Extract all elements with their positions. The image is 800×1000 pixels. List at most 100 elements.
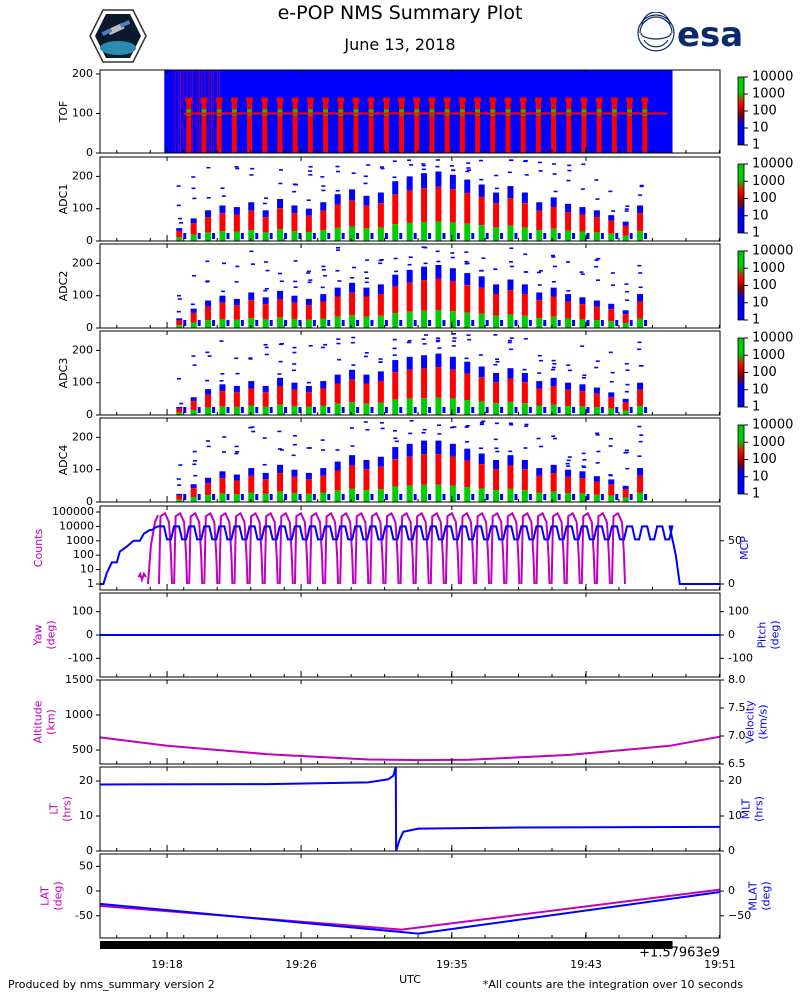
adc3-bar-cap [536, 381, 543, 389]
adc2-bar-body [579, 304, 586, 320]
mcp-ylabel-line: MCP [738, 536, 751, 560]
tof-band-upper [398, 97, 406, 102]
adc1-bar-cap [406, 176, 413, 191]
adc2-bar-base [406, 311, 413, 328]
adc1-bar-base [363, 228, 370, 241]
adc3-bar-base [233, 406, 240, 415]
adc4-low-fleck [384, 494, 388, 500]
adc3-fleck [566, 364, 571, 367]
adc1-bar-cap [449, 174, 456, 190]
adc4-bar-base [449, 485, 456, 502]
adc3-bar-cap [377, 371, 384, 381]
adc1-fleck [538, 170, 543, 172]
adc2-fleck [566, 290, 571, 292]
adc3-bar-cap [277, 377, 284, 387]
colorbar-label: 100 [752, 191, 777, 206]
adc2-fleck [176, 310, 181, 313]
adc3-fleck [551, 366, 556, 369]
adc2-fleck [610, 272, 615, 274]
adc3-bar-base [622, 410, 629, 415]
adc4-bar-base [377, 489, 384, 502]
counts-pulse [369, 511, 385, 585]
adc4-fleck [394, 440, 399, 443]
footer-version-note: Produced by nms_summary version 2 [8, 978, 215, 991]
adc3-bar-base [277, 404, 284, 415]
adc2-fleck [265, 269, 270, 272]
adc2-bar-body [435, 278, 442, 311]
adc1-bar-cap [377, 192, 384, 204]
adc2-fleck [638, 272, 643, 274]
adc1-bar-base [579, 231, 586, 241]
adc2-bar-cap [233, 298, 240, 306]
adc3-bar-body [507, 378, 514, 402]
adc1-bar-body [248, 210, 255, 231]
adc2-bar-base [320, 318, 327, 328]
adc2-low-fleck [269, 320, 273, 326]
tof-band-upper [230, 97, 238, 102]
adc3-bar-body [277, 386, 284, 405]
adc4-fleck [437, 433, 442, 435]
adc4-low-fleck [514, 494, 518, 500]
adc1-bar-cap [320, 202, 327, 211]
adc4-bar-body [622, 489, 629, 498]
adc4-fleck [623, 451, 628, 454]
y-tick-label: 0 [86, 321, 93, 334]
adc2-bar-cap [449, 268, 456, 282]
adc4-bar-base [248, 492, 255, 502]
adc1-low-fleck [629, 233, 633, 239]
tof-burst [627, 97, 633, 153]
adc2-bar-base [248, 318, 255, 328]
adc2-fleck [335, 249, 340, 251]
adc2-low-fleck [500, 320, 504, 326]
mlat-ylabel-line: (deg) [760, 881, 773, 910]
adc2-bar-cap [205, 300, 212, 307]
adc3-fleck [177, 378, 182, 380]
page-title: e-POP NMS Summary Plot [277, 2, 523, 24]
adc3-bar-body [349, 379, 356, 403]
adc1-bar-base [565, 230, 572, 241]
adc1-fleck [221, 195, 226, 197]
adc4-fleck [481, 420, 486, 423]
adc1-bar-body [565, 212, 572, 231]
adc3-low-fleck [413, 407, 417, 413]
adc2-fleck [408, 256, 413, 258]
y-tick-label: 100 [72, 463, 93, 476]
y-tick-label-right: 0 [728, 577, 735, 590]
adc2-low-fleck [327, 320, 331, 326]
adc2-bar-body [449, 281, 456, 312]
adc2-fleck [509, 261, 514, 263]
adc1-low-fleck [500, 233, 504, 239]
adc1-fleck [611, 210, 616, 212]
adc2-bar-cap [608, 303, 615, 310]
tof-burst [292, 97, 298, 153]
adc3-fleck [248, 357, 253, 359]
adc3-fleck [308, 345, 313, 347]
adc4-low-fleck [413, 494, 417, 500]
adc3-fleck [421, 338, 426, 341]
adc3-bar-cap [320, 381, 327, 389]
adc4-fleck [479, 421, 484, 424]
adc4-fleck [193, 460, 198, 462]
adc1-fleck [421, 164, 426, 167]
adc1-bar-base [622, 235, 629, 241]
adc1-fleck [363, 182, 368, 185]
adc4-bar-base [277, 491, 284, 502]
adc3-low-fleck [399, 407, 403, 413]
adc3-fleck [191, 355, 196, 357]
tof-band-upper [580, 97, 588, 102]
adc1-bar-cap [248, 202, 255, 211]
adc1-bar-base [478, 225, 485, 241]
counts-pulse [520, 511, 536, 585]
adc4-bar-base [622, 497, 629, 502]
adc3-fleck [292, 351, 297, 354]
adc1-fleck [581, 163, 586, 166]
adc4-low-fleck [370, 494, 374, 500]
plot-date: June 13, 2018 [344, 35, 456, 54]
adc2-fleck [378, 262, 383, 265]
adc4-bar-base [219, 493, 226, 502]
adc4-bar-base [507, 488, 514, 502]
adc1-bar-cap [550, 197, 557, 207]
adc4-fleck [421, 431, 426, 434]
adc1-low-fleck [572, 233, 576, 239]
adc3-bar-body [565, 389, 572, 406]
